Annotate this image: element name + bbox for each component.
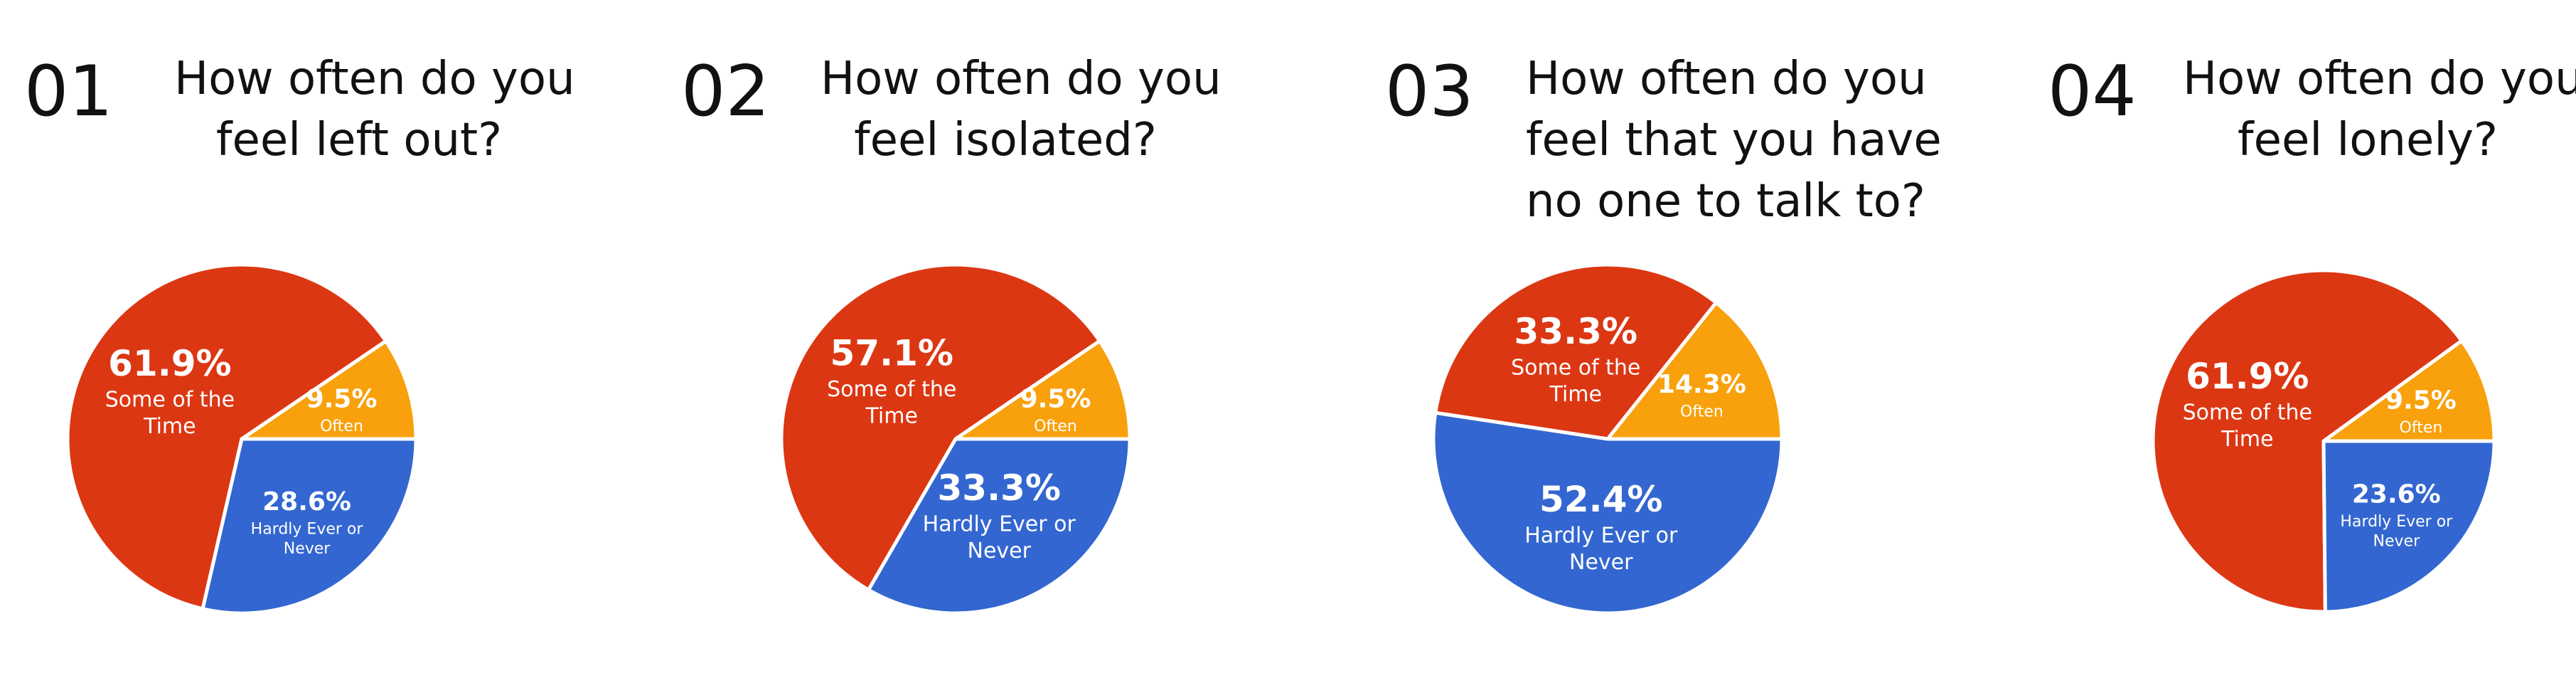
slice-category-label: Often — [2400, 419, 2443, 437]
chart-number: 04 — [2048, 51, 2137, 132]
slice-category-label: Time — [143, 414, 196, 439]
question-line: feel that you have — [1526, 114, 1942, 166]
question-line: How often do you — [1526, 53, 1927, 105]
chart-number: 02 — [681, 51, 770, 132]
slice-label-group: 14.3% Often — [1657, 370, 1746, 421]
slice-category-label: Some of the — [105, 387, 235, 412]
pie-slice-often — [240, 339, 418, 441]
slice-category-label: Never — [284, 540, 331, 558]
pie-slice-hardly-ever-or-never — [201, 437, 418, 615]
slice-category-label: Hardly Ever or — [2340, 513, 2453, 531]
pie-slice-often — [2321, 339, 2496, 443]
slice-category-label: Often — [320, 418, 363, 435]
chart-panel-04: 04 How often do you feel lonely? 9.5% Oft… — [2048, 0, 2576, 678]
slice-category-label: Hardly Ever or — [923, 512, 1076, 537]
slice-percent-label: 9.5% — [306, 385, 378, 414]
question-line: How often do you — [2183, 53, 2576, 105]
slice-category-label: Never — [968, 539, 1032, 563]
slice-category-label: Time — [2220, 427, 2273, 452]
chart-panel-03: 03 How often do you feel that you have n… — [1385, 0, 2029, 678]
chart-question: How often do you feel isolated? — [821, 48, 1222, 171]
slice-percent-label: 28.6% — [262, 487, 351, 517]
slice-percent-label: 9.5% — [1020, 385, 1091, 414]
slice-category-label: Some of the — [827, 377, 956, 402]
slice-percent-label: 33.3% — [938, 467, 1061, 509]
question-line: feel isolated? — [854, 114, 1157, 166]
question-line: no one to talk to? — [1526, 175, 1925, 228]
pie-slice-hardly-ever-or-never — [1431, 410, 1784, 615]
pie-slice-some-of-the-time — [779, 263, 1102, 592]
chart-number: 03 — [1385, 51, 1474, 132]
pie-slice-hardly-ever-or-never — [867, 437, 1132, 615]
slice-category-label: Often — [1034, 418, 1077, 435]
chart-panel-01: 01 How often do you feel left out? 9.5% O… — [0, 0, 643, 678]
pie-slice-hardly-ever-or-never — [2321, 439, 2496, 614]
slice-percent-label: 23.6% — [2352, 480, 2441, 509]
chart-panel-02: 02 How often do you feel isolated? 9.5% O… — [681, 0, 1325, 678]
chart-question: How often do you feel lonely? — [2183, 48, 2576, 171]
slice-category-label: Often — [1680, 403, 1723, 421]
slice-category-label: Time — [865, 404, 918, 429]
chart-number: 01 — [24, 51, 113, 132]
slice-category-label: Never — [1569, 550, 1633, 575]
slice-category-label: Hardly Ever or — [1524, 524, 1678, 549]
slice-label-group: 9.5% Often — [306, 385, 378, 436]
slice-category-label: Some of the — [1511, 355, 1640, 380]
pie-slice-often — [1605, 300, 1784, 441]
slice-percent-label: 57.1% — [830, 333, 953, 374]
slice-percent-label: 61.9% — [2186, 356, 2309, 397]
slice-category-label: Hardly Ever or — [251, 521, 364, 539]
slice-category-label: Some of the — [2183, 401, 2312, 425]
pie-slice-some-of-the-time — [2151, 268, 2464, 614]
question-line: feel left out? — [215, 114, 503, 166]
slice-percent-label: 52.4% — [1539, 479, 1662, 520]
slice-category-label: Never — [2373, 532, 2421, 550]
question-line: How often do you — [174, 53, 575, 105]
slice-percent-label: 61.9% — [108, 343, 231, 384]
slice-percent-label: 33.3% — [1514, 311, 1637, 352]
pie-slice-often — [953, 339, 1132, 441]
slice-label-group: 9.5% Often — [2385, 386, 2457, 437]
question-line: feel lonely? — [2238, 114, 2498, 166]
question-line: How often do you — [821, 53, 1222, 105]
chart-question: How often do you feel left out? — [174, 48, 575, 171]
pie-slice-some-of-the-time — [65, 263, 388, 611]
pie-slice-some-of-the-time — [1433, 263, 1719, 441]
slice-percent-label: 9.5% — [2385, 386, 2457, 415]
chart-question: How often do you feel that you have no o… — [1526, 48, 1942, 232]
slice-label-group: 9.5% Often — [1020, 385, 1091, 436]
slice-percent-label: 14.3% — [1657, 370, 1746, 399]
slice-category-label: Time — [1549, 382, 1602, 407]
